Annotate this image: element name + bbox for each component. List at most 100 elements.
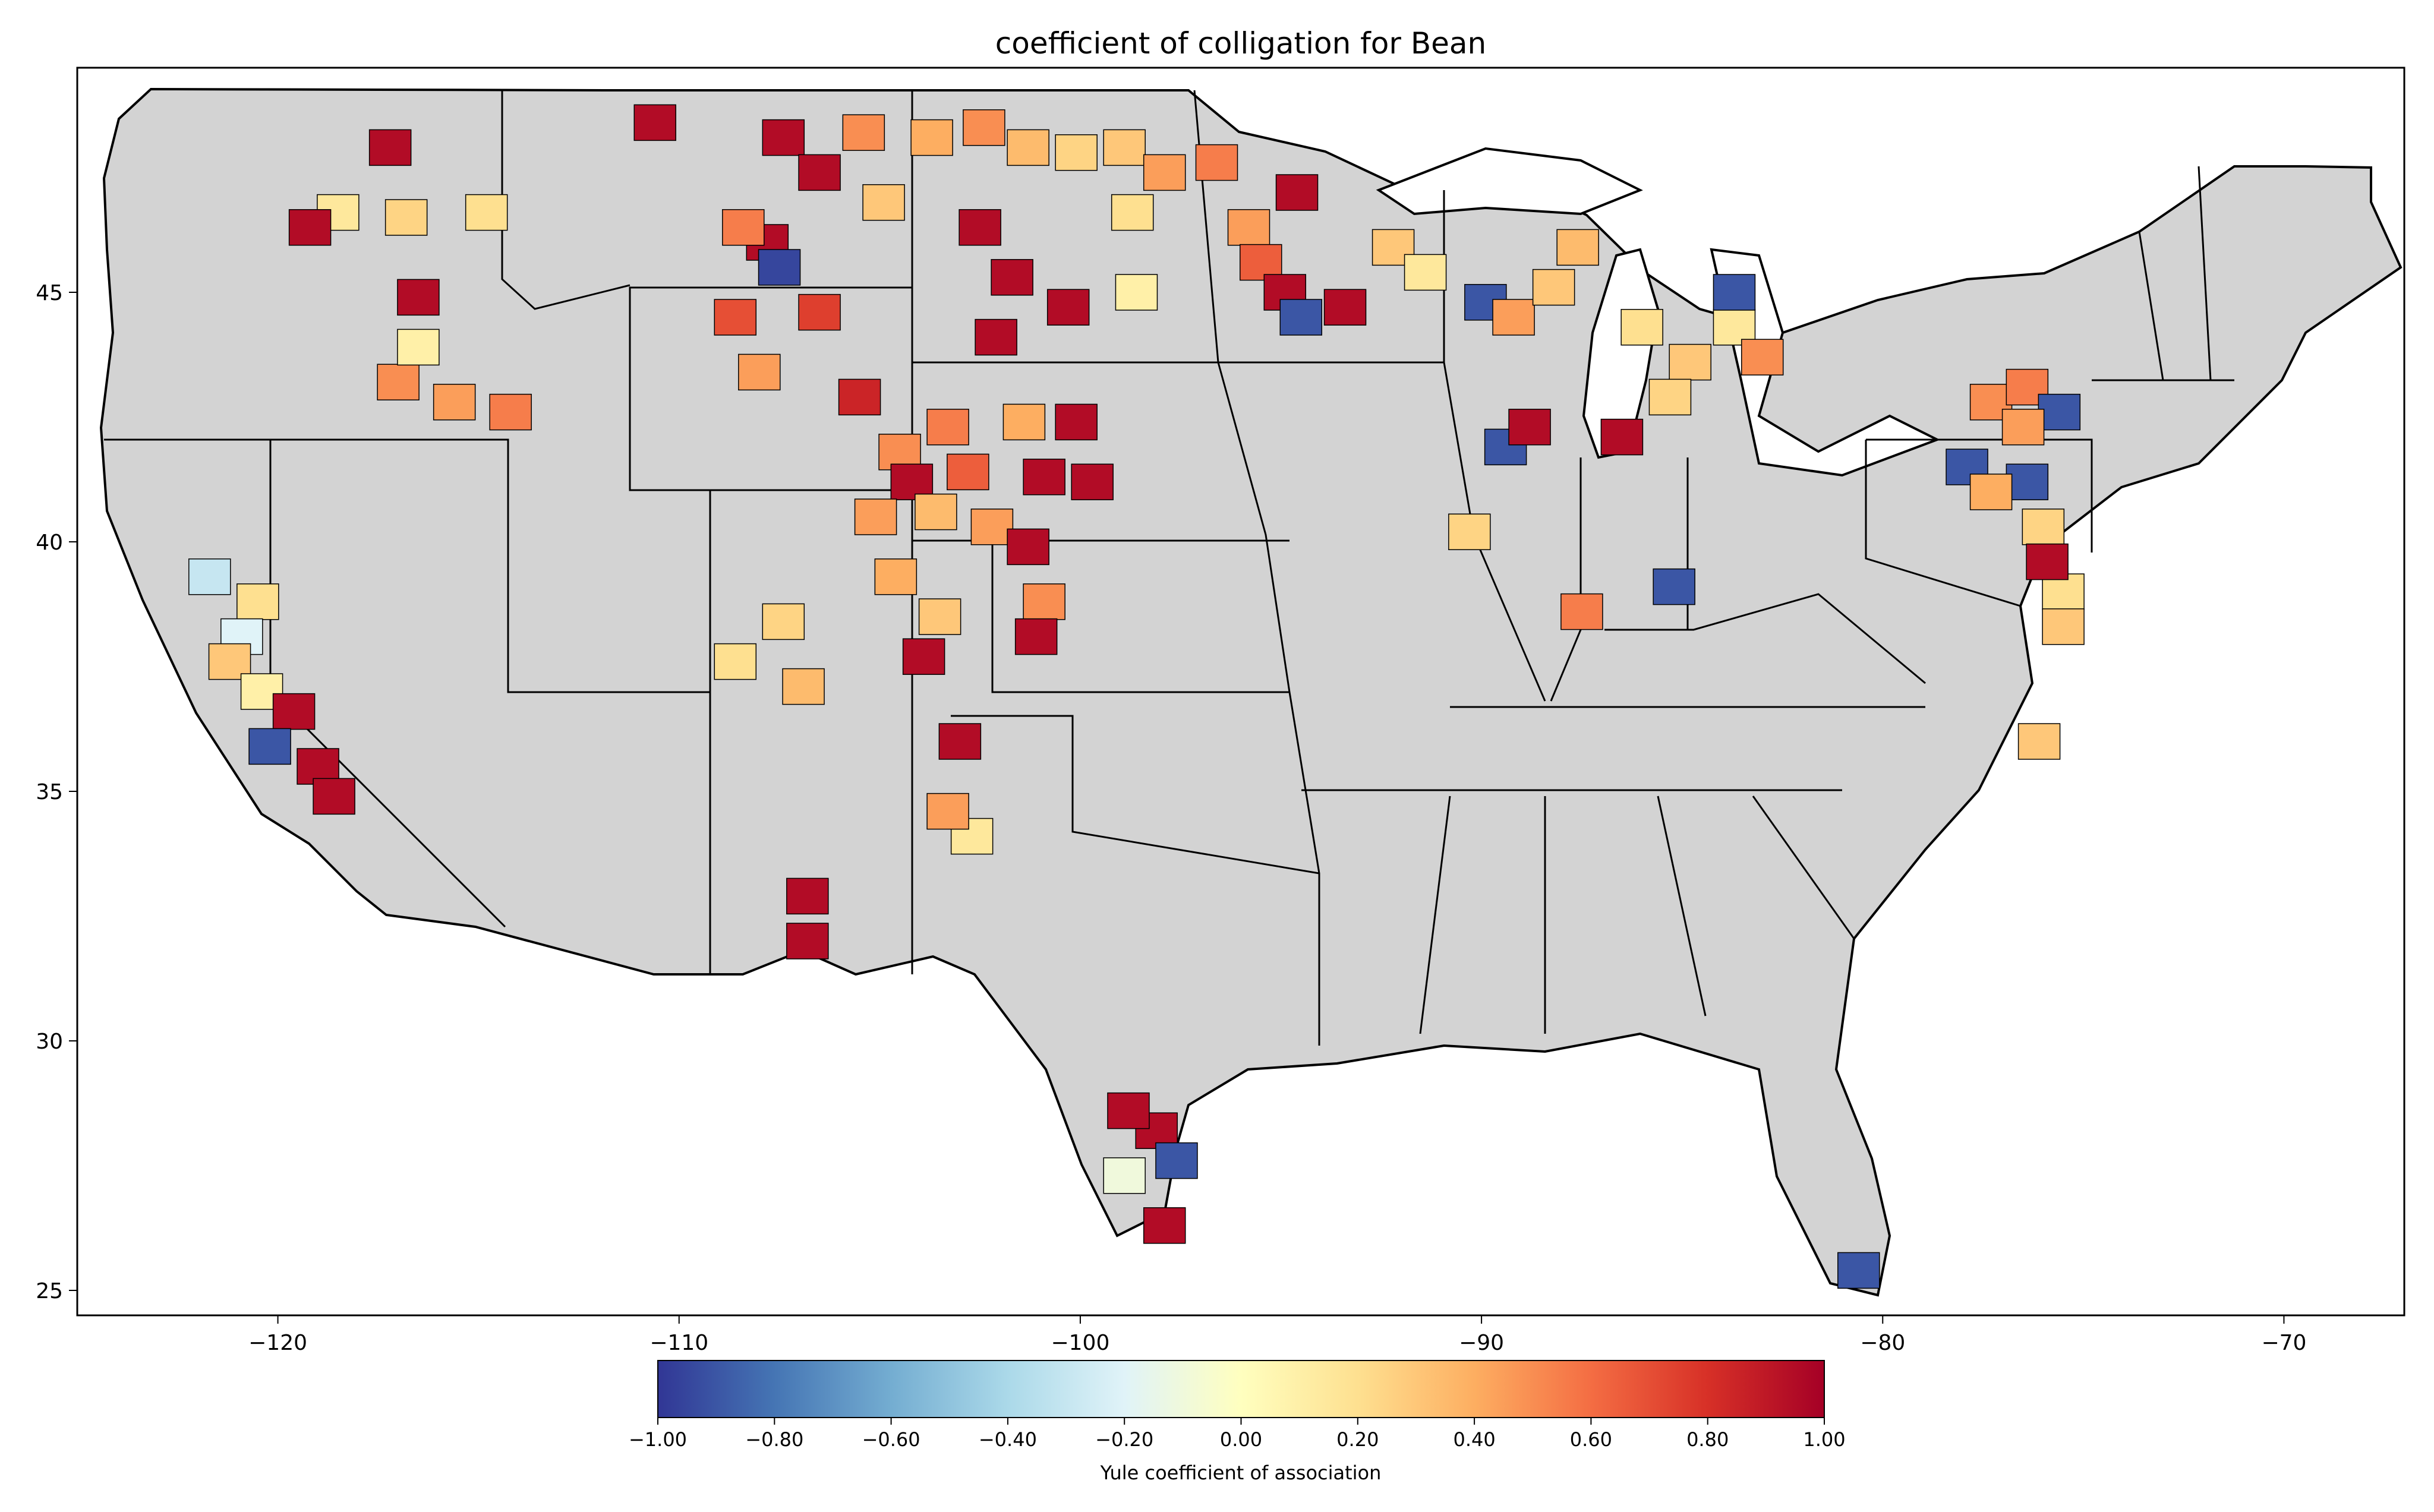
county-43 (1620, 309, 1663, 346)
county-53 (1560, 593, 1603, 630)
county-14 (862, 184, 905, 221)
county-56 (798, 293, 841, 331)
y-tick-label: 25 (36, 1279, 63, 1303)
county-47 (1648, 378, 1692, 416)
county-102 (2001, 409, 2045, 446)
county-24 (1111, 194, 1154, 231)
county-81 (926, 793, 969, 830)
x-tick-label: −70 (2261, 1331, 2306, 1355)
colorbar: −1.00 −0.80 −0.60 −0.40 −0.20 0.00 0.20 0.40 0.6… (629, 1360, 1846, 1484)
county-82 (786, 877, 829, 915)
county-96 (1143, 1207, 1186, 1244)
county-17 (722, 209, 765, 246)
county-61 (926, 409, 969, 446)
county-97 (1103, 1157, 1146, 1194)
county-75 (902, 638, 945, 675)
x-tick-label: −120 (248, 1331, 307, 1355)
county-13 (842, 114, 885, 151)
county-fills (188, 104, 2085, 1289)
county-6 (397, 329, 440, 366)
county-58 (838, 378, 881, 416)
county-26 (991, 259, 1033, 296)
colorbar-tick-label: 0.80 (1686, 1428, 1729, 1451)
county-68 (1007, 528, 1049, 566)
plot-frame (76, 67, 2405, 1317)
county-78 (782, 668, 825, 705)
county-109 (2042, 608, 2085, 645)
county-7 (397, 279, 440, 316)
county-57 (738, 353, 781, 391)
county-73 (874, 558, 918, 595)
map-layer (99, 87, 2403, 1297)
county-104 (2006, 463, 2049, 500)
county-35 (1279, 299, 1323, 336)
colorbar-tick-label: 0.40 (1453, 1428, 1495, 1451)
county-55 (714, 299, 757, 336)
county-28 (975, 318, 1017, 356)
county-98 (1837, 1252, 1880, 1289)
county-44 (1669, 343, 1711, 381)
colorbar-tick-label: 0.60 (1570, 1428, 1612, 1451)
x-tick-label: −100 (1051, 1331, 1109, 1355)
county-51 (1508, 409, 1551, 446)
county-54 (1653, 568, 1695, 605)
county-106 (2022, 509, 2065, 545)
county-67 (970, 509, 1014, 545)
county-91 (248, 728, 291, 765)
x-tick-label: −80 (1860, 1331, 1905, 1355)
county-31 (1227, 209, 1270, 246)
county-4 (465, 194, 508, 231)
county-52 (1448, 513, 1491, 550)
county-77 (714, 643, 757, 680)
county-32 (1275, 174, 1319, 211)
county-29 (1115, 274, 1158, 311)
county-65 (1023, 459, 1065, 495)
county-110 (2017, 723, 2061, 760)
county-21 (1055, 134, 1098, 171)
chart-title: coefficient of colligation for Bean (995, 26, 1486, 61)
county-95 (1155, 1142, 1198, 1179)
colorbar-tick-label: −0.20 (1095, 1428, 1153, 1451)
county-69 (1023, 583, 1065, 620)
y-tick-label: 40 (36, 531, 63, 555)
x-axis: −120 −110 −100 −90 −80 −70 (248, 1315, 2306, 1355)
county-72 (854, 498, 897, 535)
lake-huron-erie (1710, 248, 1940, 477)
colorbar-label: Yule coefficient of association (1100, 1462, 1382, 1484)
county-90 (313, 778, 355, 815)
colorbar-tick-label: 1.00 (1803, 1428, 1845, 1451)
county-25 (959, 209, 1001, 246)
county-36 (1323, 289, 1367, 326)
county-101 (2038, 393, 2081, 431)
county-48 (1713, 274, 1756, 311)
y-tick-label: 30 (36, 1030, 63, 1054)
county-71 (915, 493, 957, 531)
y-tick-label: 45 (36, 281, 63, 305)
county-16 (758, 249, 801, 286)
county-64 (1055, 403, 1098, 441)
colorbar-tick-label: 0.00 (1220, 1428, 1262, 1451)
county-12 (798, 154, 841, 191)
county-66 (1071, 463, 1114, 500)
county-88 (272, 693, 316, 730)
colorbar-tick-label: −1.00 (629, 1428, 687, 1451)
county-11 (762, 119, 805, 156)
county-9 (489, 393, 532, 431)
county-70 (1014, 618, 1058, 655)
county-84 (237, 583, 279, 620)
colorbar-bar (657, 1360, 1825, 1418)
colorbar-tick-label: −0.80 (745, 1428, 803, 1451)
colorbar-tick-label: 0.20 (1336, 1428, 1379, 1451)
colorbar-tick-label: −0.60 (862, 1428, 920, 1451)
county-22 (1103, 129, 1146, 166)
county-10 (633, 104, 676, 141)
county-20 (1007, 129, 1049, 166)
county-46 (1741, 339, 1784, 375)
county-23 (1143, 154, 1186, 191)
county-40 (1492, 299, 1535, 336)
county-105 (1969, 474, 2013, 510)
county-18 (910, 119, 953, 156)
colorbar-tick-label: −0.40 (979, 1428, 1037, 1451)
county-94 (1107, 1092, 1150, 1129)
